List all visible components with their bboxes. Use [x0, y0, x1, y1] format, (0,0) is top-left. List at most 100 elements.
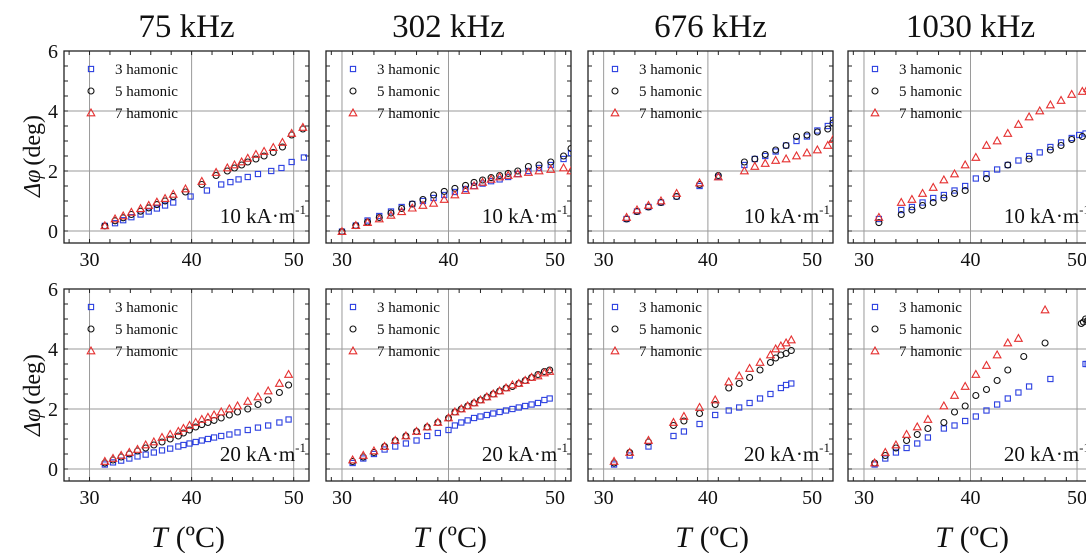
- point-7-hamonic: [118, 210, 128, 220]
- x-tick-label: 50: [545, 487, 565, 509]
- point-3-hamonic: [441, 191, 448, 199]
- legend-marker: [871, 65, 879, 73]
- point-5-hamonic: [950, 408, 959, 416]
- legend-label: 3 hamonic: [377, 300, 440, 316]
- field-annotation: 10 kA·m-1: [1004, 202, 1086, 228]
- point-7-hamonic: [100, 220, 110, 230]
- point-3-hamonic: [670, 432, 677, 440]
- panel-1: 30 40 50 0 2 4 6 75 kHz 3 hamonic 5 hamonic 7 hamo…: [48, 9, 310, 271]
- panel-title: 75 kHz: [138, 9, 234, 45]
- point-7-hamonic: [710, 394, 720, 404]
- point-7-hamonic: [1066, 89, 1077, 98]
- point-3-hamonic: [680, 428, 688, 435]
- point-7-hamonic: [488, 388, 498, 398]
- point-7-hamonic: [152, 197, 162, 206]
- point-5-hamonic: [908, 206, 916, 214]
- point-5-hamonic: [787, 346, 795, 355]
- point-7-hamonic: [765, 349, 776, 359]
- point-7-hamonic: [486, 174, 496, 183]
- point-7-hamonic: [243, 153, 253, 162]
- point-7-hamonic: [351, 220, 361, 229]
- legend-label: 5 hamonic: [377, 84, 440, 100]
- point-7-hamonic: [494, 385, 505, 395]
- point-7-hamonic: [656, 195, 666, 205]
- point-5-hamonic: [1078, 132, 1086, 141]
- point-5-hamonic: [264, 396, 272, 404]
- point-3-hamonic: [170, 199, 177, 206]
- point-3-hamonic: [1047, 375, 1054, 383]
- point-7-hamonic: [923, 414, 933, 423]
- point-3-hamonic: [940, 425, 948, 432]
- point-7-hamonic: [259, 146, 269, 155]
- x-tick-label: 40: [698, 487, 718, 509]
- point-7-hamonic: [407, 203, 418, 212]
- panel-title: 302 kHz: [392, 9, 505, 45]
- point-3-hamonic: [777, 384, 785, 392]
- point-3-hamonic: [203, 187, 211, 194]
- point-3-hamonic: [782, 381, 790, 389]
- legend-label: 7 hamonic: [115, 344, 178, 360]
- x-tick-label: 30: [854, 487, 874, 509]
- point-5-hamonic: [824, 125, 832, 133]
- point-7-hamonic: [546, 164, 556, 173]
- legend: 3 hamonic 5 hamonic 7 hamonic: [610, 300, 702, 360]
- point-3-hamonic: [285, 416, 292, 423]
- point-3-hamonic: [204, 435, 212, 443]
- panel-8: 30 40 50 3 hamonic 5 hamonic 7 hamonic 20 kA·m…: [847, 288, 1086, 509]
- x-tick-label: 50: [284, 487, 304, 509]
- point-3-hamonic: [951, 187, 958, 194]
- point-7-hamonic: [503, 170, 513, 179]
- point-3-hamonic: [919, 199, 926, 206]
- point-3-hamonic: [736, 404, 743, 411]
- point-7-hamonic: [802, 147, 812, 157]
- point-5-hamonic: [1079, 318, 1086, 326]
- point-5-hamonic: [803, 131, 811, 139]
- point-3-hamonic: [528, 401, 535, 408]
- point-7-hamonic: [901, 429, 912, 438]
- point-3-hamonic: [951, 422, 958, 429]
- point-3-hamonic: [483, 411, 490, 419]
- point-7-hamonic: [386, 210, 396, 219]
- point-7-hamonic: [949, 168, 960, 178]
- point-5-hamonic: [792, 132, 801, 141]
- point-7-hamonic: [949, 390, 960, 399]
- point-3-hamonic: [227, 178, 234, 186]
- svg-text:Δφ(deg): Δφ(deg): [20, 354, 46, 437]
- x-tick-label: 50: [284, 249, 304, 271]
- point-3-hamonic: [134, 453, 141, 460]
- point-3-hamonic: [1084, 360, 1086, 368]
- point-7-hamonic: [526, 372, 537, 381]
- point-5-hamonic: [961, 402, 969, 410]
- point-5-hamonic: [696, 409, 704, 418]
- legend-label: 5 hamonic: [115, 84, 178, 100]
- point-7-hamonic: [544, 366, 555, 375]
- point-3-hamonic: [645, 443, 652, 450]
- point-7-hamonic: [694, 402, 705, 411]
- point-7-hamonic: [896, 197, 906, 206]
- legend-marker: [87, 87, 95, 95]
- point-5-hamonic: [567, 144, 571, 153]
- point-7-hamonic: [418, 200, 428, 209]
- point-5-hamonic: [929, 198, 937, 207]
- legend-label: 5 hamonic: [899, 84, 962, 100]
- plot-frame: [63, 50, 310, 244]
- point-5-hamonic: [950, 189, 959, 198]
- x-axis-label-4: T (ºC): [935, 521, 1009, 553]
- point-7-hamonic: [229, 159, 240, 169]
- point-3-hamonic: [972, 175, 979, 182]
- point-7-hamonic: [116, 450, 126, 459]
- point-5-hamonic: [1084, 317, 1086, 324]
- point-7-hamonic: [450, 406, 460, 416]
- point-7-hamonic: [566, 165, 571, 175]
- point-7-hamonic: [126, 207, 137, 216]
- point-7-hamonic: [475, 394, 486, 404]
- y-tick-label: 0: [48, 459, 58, 481]
- legend-marker: [349, 325, 357, 333]
- y-axis-label-top: Δφ(deg): [20, 115, 46, 198]
- legend-label: 7 hamonic: [639, 106, 702, 122]
- point-3-hamonic: [1015, 157, 1022, 164]
- point-3-hamonic: [930, 194, 937, 202]
- point-7-hamonic: [760, 158, 770, 167]
- point-7-hamonic: [184, 420, 195, 429]
- legend-marker: [348, 345, 358, 355]
